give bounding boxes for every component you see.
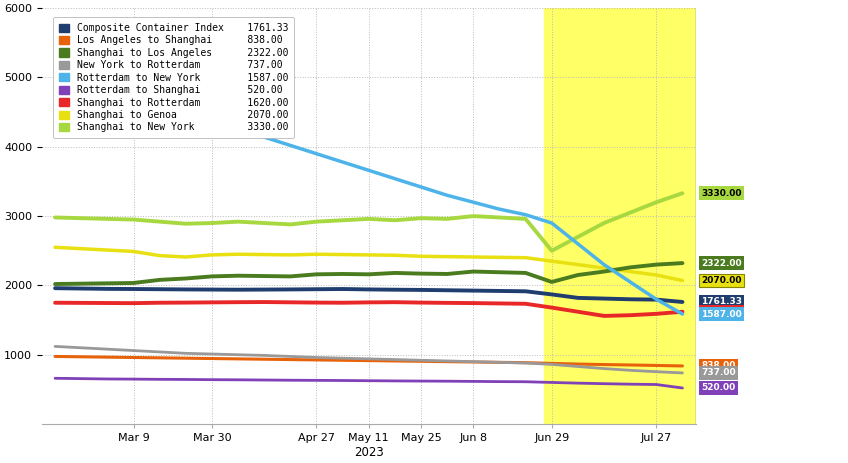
Legend: Composite Container Index    1761.33, Los Angeles to Shanghai      838.00, Shang: Composite Container Index 1761.33, Los A… <box>53 17 294 138</box>
Text: 3330.00: 3330.00 <box>701 189 741 198</box>
Text: 520.00: 520.00 <box>701 383 735 393</box>
Text: 1620.00: 1620.00 <box>701 307 741 316</box>
X-axis label: 2023: 2023 <box>354 446 383 459</box>
Text: 2070.00: 2070.00 <box>701 276 741 285</box>
Text: 1761.33: 1761.33 <box>701 297 742 307</box>
Text: 838.00: 838.00 <box>701 362 735 370</box>
Text: 2322.00: 2322.00 <box>701 259 742 268</box>
Bar <box>544 8 695 424</box>
Text: 1587.00: 1587.00 <box>701 310 742 319</box>
Text: 737.00: 737.00 <box>701 369 736 377</box>
